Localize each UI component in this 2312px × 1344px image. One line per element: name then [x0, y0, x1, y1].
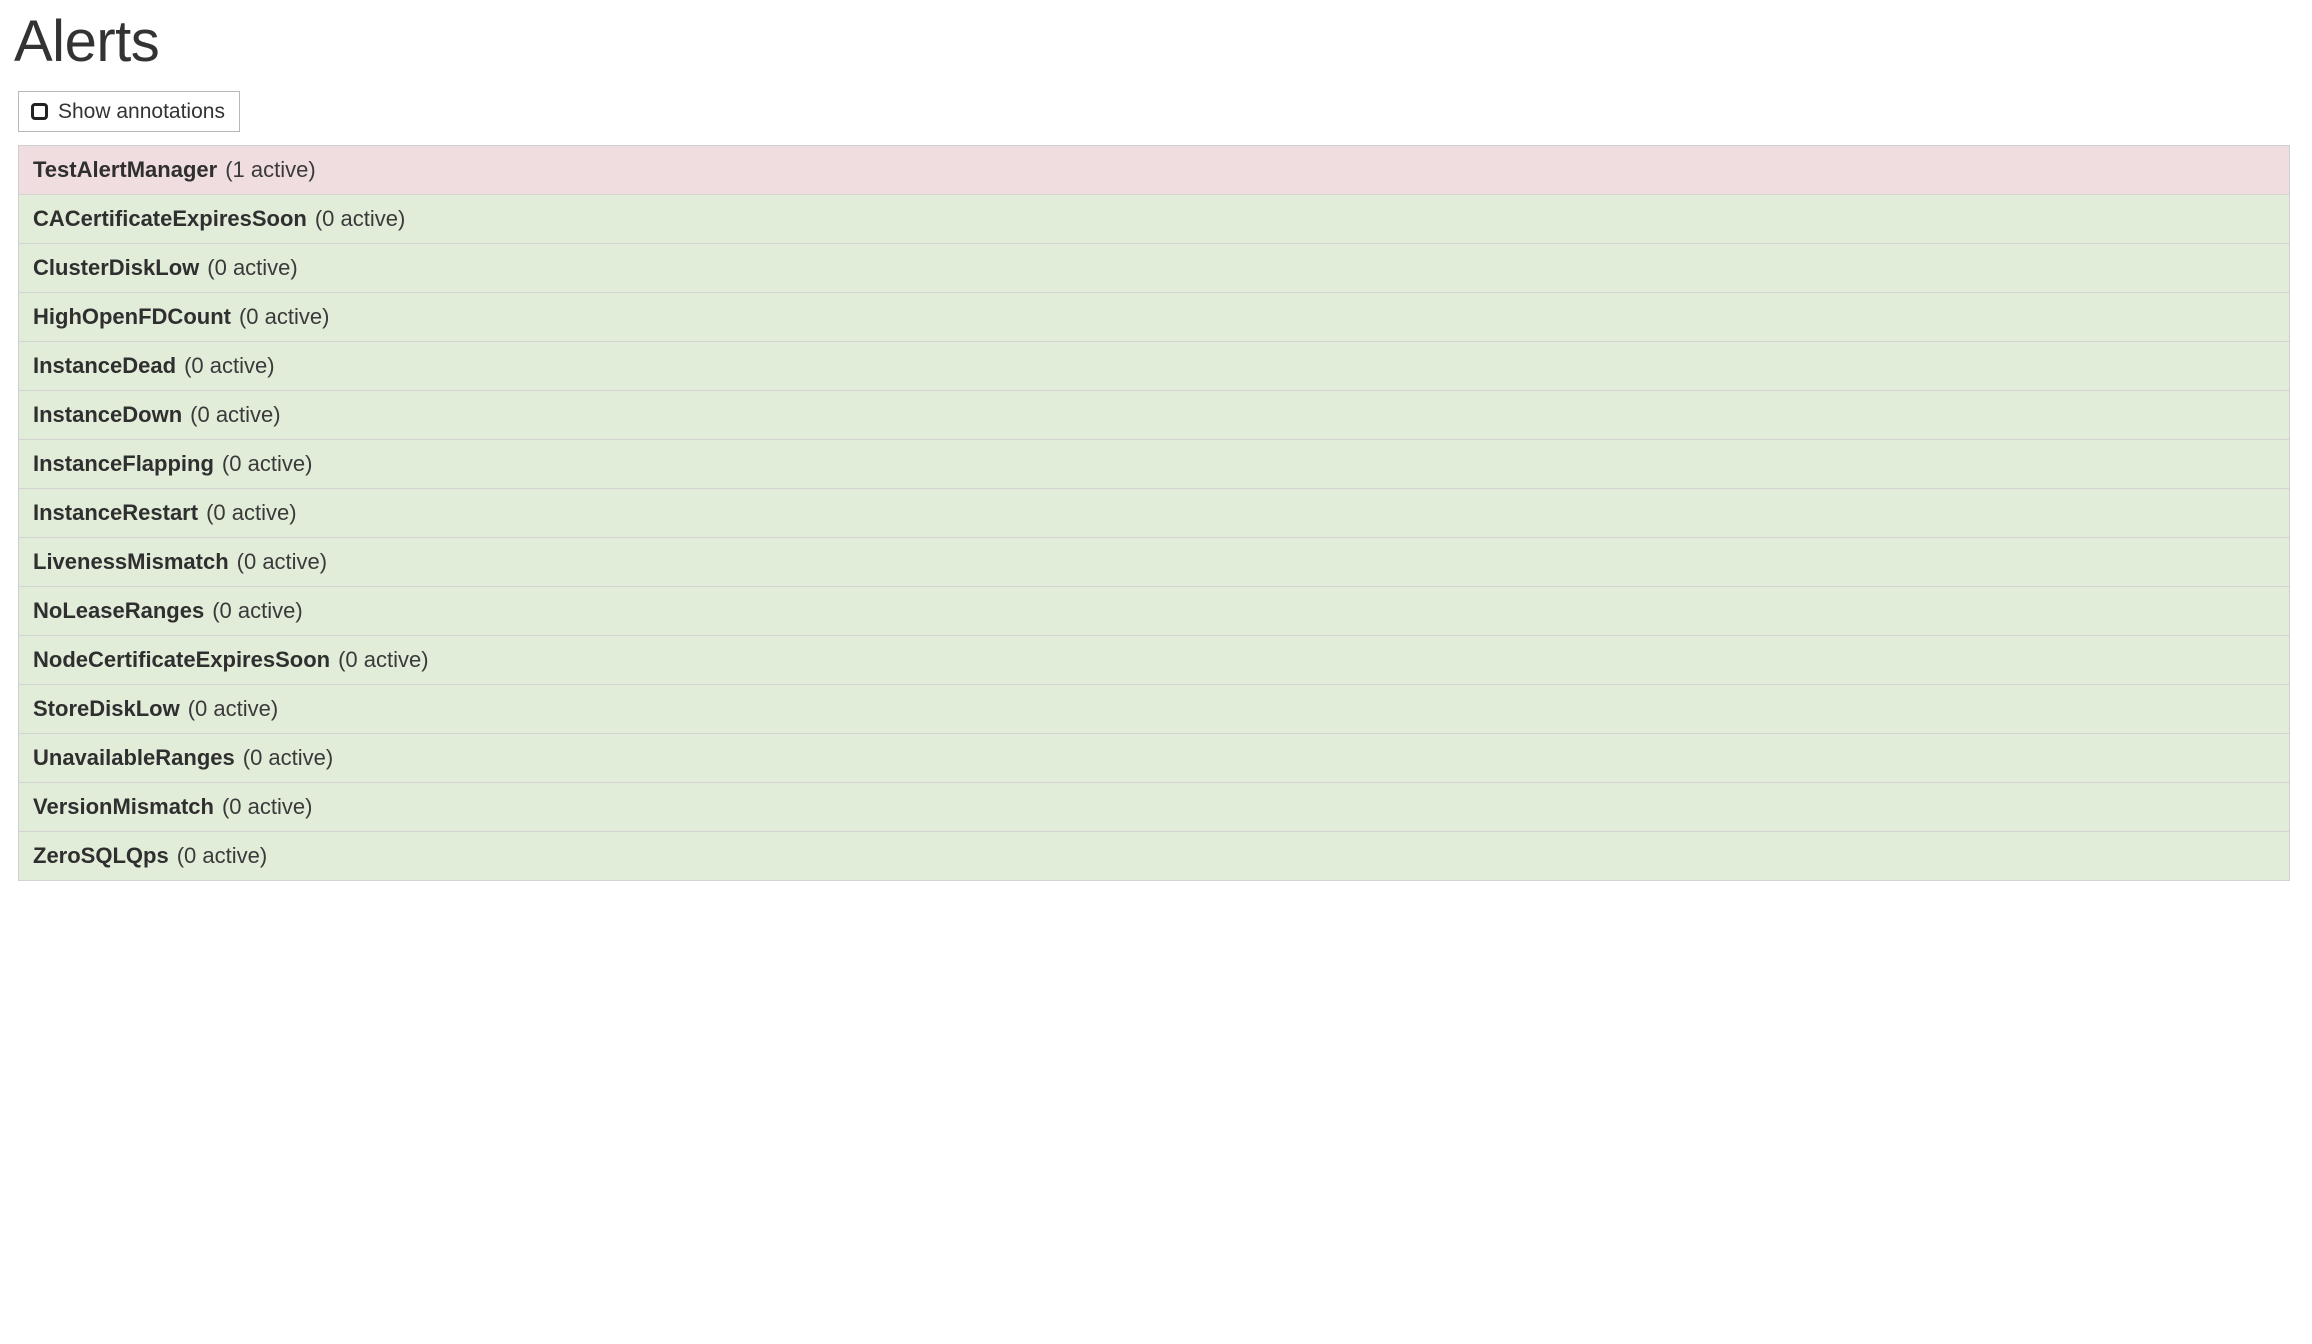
- alert-name: CACertificateExpiresSoon: [33, 205, 307, 231]
- alert-row[interactable]: HighOpenFDCount (0 active): [19, 292, 2289, 342]
- alert-name: LivenessMismatch: [33, 548, 229, 574]
- page-title: Alerts: [14, 9, 160, 74]
- alert-active-count: (0 active): [187, 695, 279, 721]
- alert-row[interactable]: ClusterDiskLow (0 active): [19, 243, 2289, 293]
- alert-active-count: (0 active): [221, 793, 313, 819]
- alert-active-count: (0 active): [242, 744, 334, 770]
- alert-active-count: (0 active): [236, 548, 328, 574]
- toolbar: Show annotations: [18, 90, 2312, 132]
- alert-active-count: (0 active): [206, 499, 297, 525]
- alert-name: HighOpenFDCount: [33, 303, 231, 329]
- alert-active-count: (0 active): [184, 352, 275, 378]
- alert-name: ClusterDiskLow: [33, 254, 200, 280]
- alert-active-count: (1 active): [225, 156, 316, 182]
- alert-name: StoreDiskLow: [33, 695, 180, 721]
- alert-row[interactable]: StoreDiskLow (0 active): [19, 684, 2289, 734]
- alerts-list: TestAlertManager (1 active) CACertificateE…: [18, 144, 2290, 881]
- alert-row[interactable]: InstanceDown (0 active): [19, 390, 2289, 440]
- checkbox-unchecked-icon: [31, 102, 48, 120]
- alert-name: NoLeaseRanges: [33, 597, 205, 623]
- alert-row[interactable]: TestAlertManager (1 active): [19, 145, 2289, 195]
- alert-active-count: (0 active): [238, 303, 330, 329]
- alert-active-count: (0 active): [314, 205, 406, 231]
- alert-row[interactable]: NodeCertificateExpiresSoon (0 active): [19, 635, 2289, 685]
- alert-active-count: (0 active): [190, 401, 281, 427]
- alert-active-count: (0 active): [338, 646, 429, 672]
- alert-name: VersionMismatch: [33, 793, 214, 819]
- alerts-page: Alerts Show annotations TestAlertManager…: [0, 9, 2312, 881]
- alert-name: ZeroSQLQps: [33, 842, 169, 868]
- alert-row[interactable]: VersionMismatch (0 active): [19, 782, 2289, 832]
- alert-row[interactable]: InstanceFlapping (0 active): [19, 439, 2289, 489]
- alert-name: TestAlertManager: [33, 156, 218, 182]
- alert-name: InstanceDead: [33, 352, 177, 378]
- show-annotations-label: Show annotations: [58, 99, 225, 123]
- alert-name: UnavailableRanges: [33, 744, 235, 770]
- alert-row[interactable]: ZeroSQLQps (0 active): [19, 831, 2289, 881]
- alert-row[interactable]: UnavailableRanges (0 active): [19, 733, 2289, 783]
- alert-name: InstanceDown: [33, 401, 183, 427]
- show-annotations-button[interactable]: Show annotations: [18, 90, 240, 132]
- alert-row[interactable]: CACertificateExpiresSoon (0 active): [19, 194, 2289, 244]
- alert-active-count: (0 active): [207, 254, 298, 280]
- alert-active-count: (0 active): [221, 450, 313, 476]
- alert-row[interactable]: LivenessMismatch (0 active): [19, 537, 2289, 587]
- alert-row[interactable]: InstanceDead (0 active): [19, 341, 2289, 391]
- alert-name: InstanceFlapping: [33, 450, 214, 476]
- alert-row[interactable]: InstanceRestart (0 active): [19, 488, 2289, 538]
- alert-row[interactable]: NoLeaseRanges (0 active): [19, 586, 2289, 636]
- alert-name: InstanceRestart: [33, 499, 199, 525]
- alert-active-count: (0 active): [176, 842, 268, 868]
- alert-name: NodeCertificateExpiresSoon: [33, 646, 331, 672]
- alert-active-count: (0 active): [212, 597, 303, 623]
